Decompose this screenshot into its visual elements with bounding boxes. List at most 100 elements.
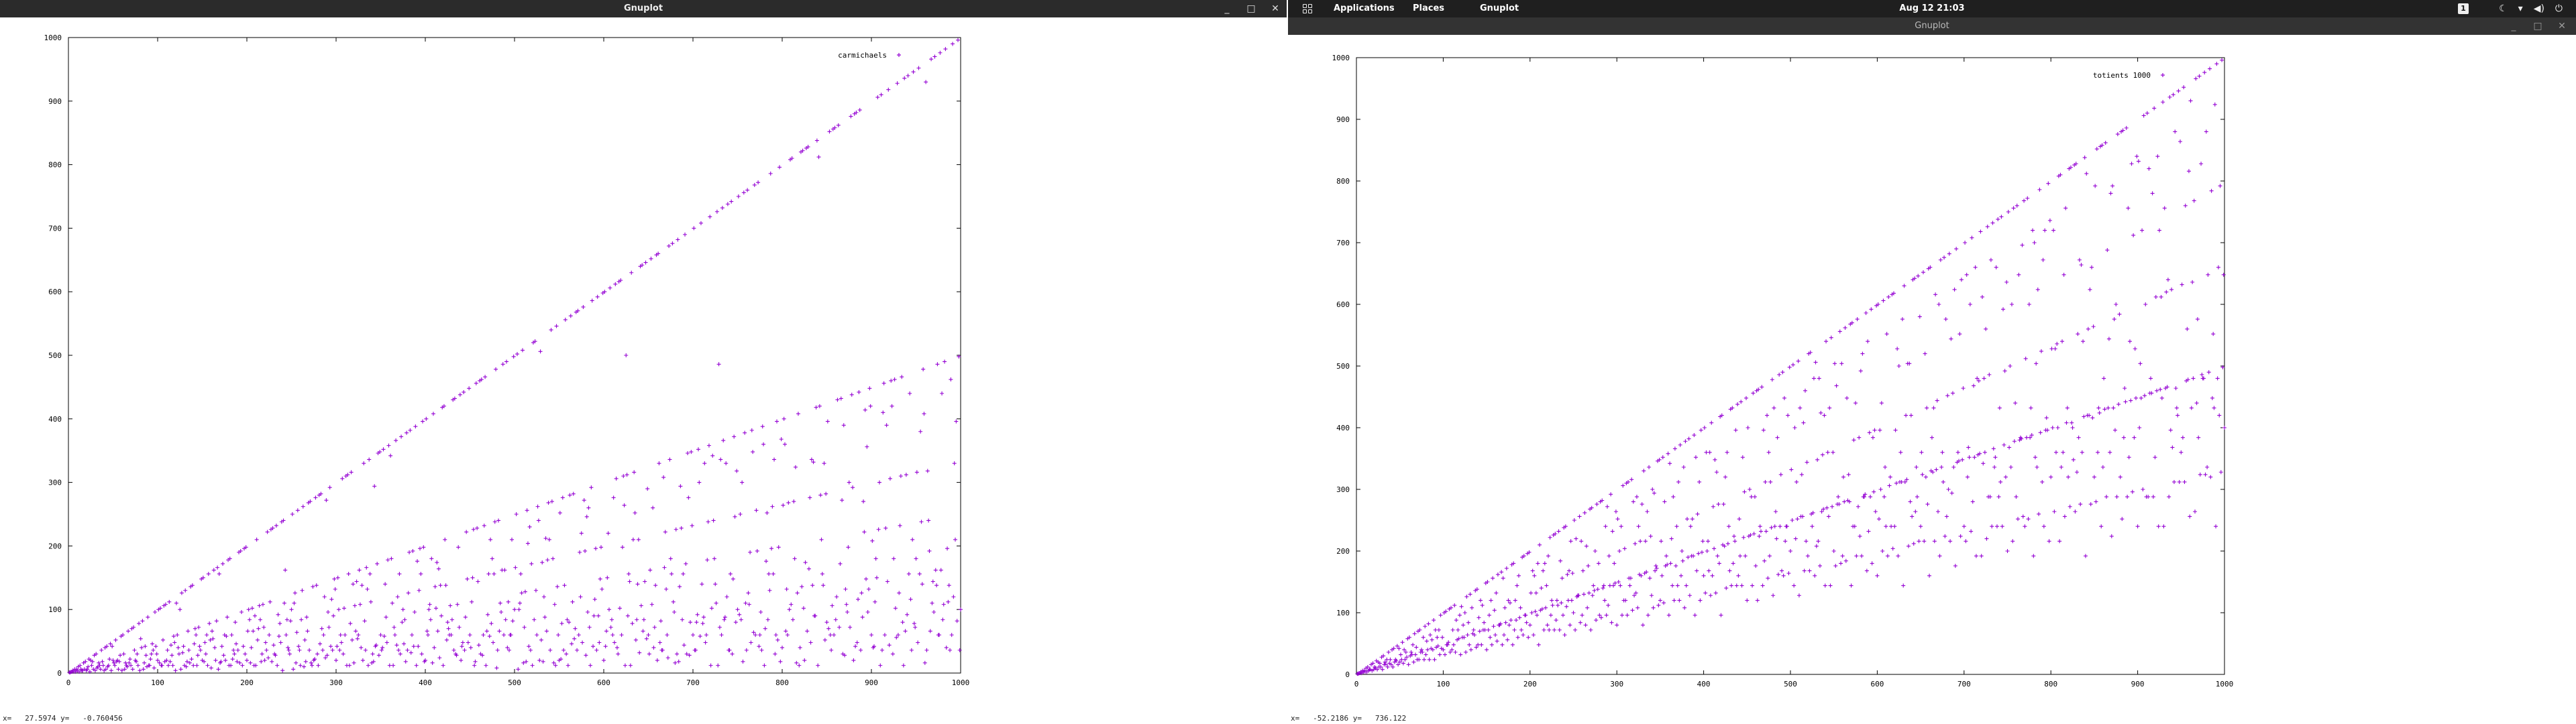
data-point xyxy=(665,633,669,638)
data-point xyxy=(343,633,347,638)
data-point xyxy=(158,606,162,611)
volume-icon[interactable]: ◀) xyxy=(2533,3,2544,14)
minimize-button[interactable]: _ xyxy=(2511,21,2516,32)
data-point xyxy=(2182,479,2187,484)
data-point xyxy=(294,660,299,665)
data-point xyxy=(1719,613,1723,617)
data-point xyxy=(1559,601,1564,605)
data-point xyxy=(387,663,392,668)
data-point xyxy=(1888,475,1892,479)
data-point xyxy=(1554,598,1559,603)
data-point xyxy=(545,558,550,562)
window-titlebar[interactable]: Gnuplot _ □ ✕ xyxy=(1288,17,2576,35)
data-point xyxy=(203,652,208,656)
data-point xyxy=(843,587,848,591)
data-point xyxy=(922,660,927,665)
data-point xyxy=(2153,455,2157,460)
data-point xyxy=(2161,100,2165,105)
data-point xyxy=(2206,370,2211,375)
power-icon[interactable]: ⏻ xyxy=(2555,3,2563,14)
plot-canvas[interactable]: 0 100 200 300 400 500 600 700 800 900 100001002003… xyxy=(1288,35,2576,712)
plot-canvas[interactable]: 0 100 200 300 400 500 600 700 800 900 100001002003… xyxy=(0,17,1287,715)
data-point xyxy=(1612,561,1617,566)
data-point xyxy=(2077,257,2082,262)
data-point xyxy=(284,633,288,638)
data-point xyxy=(339,640,343,645)
minimize-button[interactable]: _ xyxy=(1224,3,1230,14)
data-point xyxy=(616,652,621,656)
data-point xyxy=(2045,428,2050,432)
data-point xyxy=(929,57,934,62)
data-point xyxy=(1825,450,1830,455)
data-point xyxy=(309,660,313,665)
data-point xyxy=(378,450,382,455)
data-point xyxy=(1639,573,1644,578)
gnuplot-window-carmichaels[interactable]: Gnuplot _ □ ✕ 0 100 200 300 400 500 600 700 800 9… xyxy=(0,0,1287,724)
data-point xyxy=(240,663,245,668)
data-point xyxy=(1935,509,1940,514)
data-point xyxy=(136,663,140,668)
data-point xyxy=(1959,278,1964,282)
data-point xyxy=(1470,605,1474,610)
data-point xyxy=(680,617,685,622)
y-tick-label: 900 xyxy=(1336,115,1350,124)
system-tray[interactable]: ☾ ▾ ◀) ⏻ xyxy=(2499,0,2563,17)
x-tick-label: 100 xyxy=(151,678,164,687)
applications-menu[interactable]: Applications xyxy=(1334,3,1395,13)
data-point xyxy=(1801,514,1805,519)
data-point xyxy=(1480,603,1485,607)
data-point xyxy=(1580,613,1585,617)
data-point xyxy=(806,145,810,149)
data-point xyxy=(435,629,440,634)
data-point xyxy=(725,202,730,206)
data-point xyxy=(2037,187,2042,192)
night-light-icon[interactable]: ☾ xyxy=(2499,3,2508,14)
data-point xyxy=(665,656,670,660)
maximize-button[interactable]: □ xyxy=(1246,3,1256,14)
data-point xyxy=(1503,605,1507,610)
data-point xyxy=(795,591,800,595)
data-point xyxy=(152,666,156,670)
data-point xyxy=(2136,159,2141,164)
places-menu[interactable]: Places xyxy=(1413,3,1445,13)
gnuplot-window-totients[interactable]: Applications Places Gnuplot Aug 12 21:03… xyxy=(1288,0,2576,724)
close-button[interactable]: ✕ xyxy=(1271,3,1279,14)
data-point xyxy=(400,620,405,625)
data-point xyxy=(2202,70,2207,75)
maximize-button[interactable]: □ xyxy=(2533,21,2542,32)
workspace-indicator[interactable]: 1 xyxy=(2458,3,2469,14)
data-point xyxy=(1604,613,1609,617)
data-point xyxy=(551,556,555,561)
data-point xyxy=(2090,265,2094,269)
data-point xyxy=(1675,583,1680,588)
data-point xyxy=(446,626,451,631)
data-point xyxy=(1445,642,1450,647)
data-point xyxy=(1893,428,1898,432)
data-point xyxy=(2092,475,2096,479)
data-point xyxy=(926,518,931,523)
data-point xyxy=(2084,171,2089,176)
data-point xyxy=(329,597,334,602)
data-point xyxy=(170,653,174,658)
data-point xyxy=(1907,361,1912,366)
data-point xyxy=(262,658,267,663)
data-point xyxy=(775,638,780,642)
data-point xyxy=(2167,95,2172,99)
data-point xyxy=(613,282,618,286)
window-titlebar[interactable]: Gnuplot _ □ ✕ xyxy=(0,0,1287,17)
close-button[interactable]: ✕ xyxy=(2558,21,2566,32)
apps-grid-icon[interactable] xyxy=(1303,4,1312,13)
data-point xyxy=(1627,583,1632,588)
data-point xyxy=(1474,645,1479,650)
data-point xyxy=(1803,388,1807,393)
data-point xyxy=(1398,652,1403,657)
gnuplot-app-menu[interactable]: Gnuplot xyxy=(1480,3,1519,13)
data-point xyxy=(1568,623,1572,627)
data-point xyxy=(1430,648,1435,652)
data-point xyxy=(1654,566,1659,570)
data-point xyxy=(773,652,777,656)
data-point xyxy=(100,659,105,664)
wifi-icon[interactable]: ▾ xyxy=(2518,3,2523,14)
data-point xyxy=(2003,475,2008,479)
data-point xyxy=(1915,495,1919,499)
